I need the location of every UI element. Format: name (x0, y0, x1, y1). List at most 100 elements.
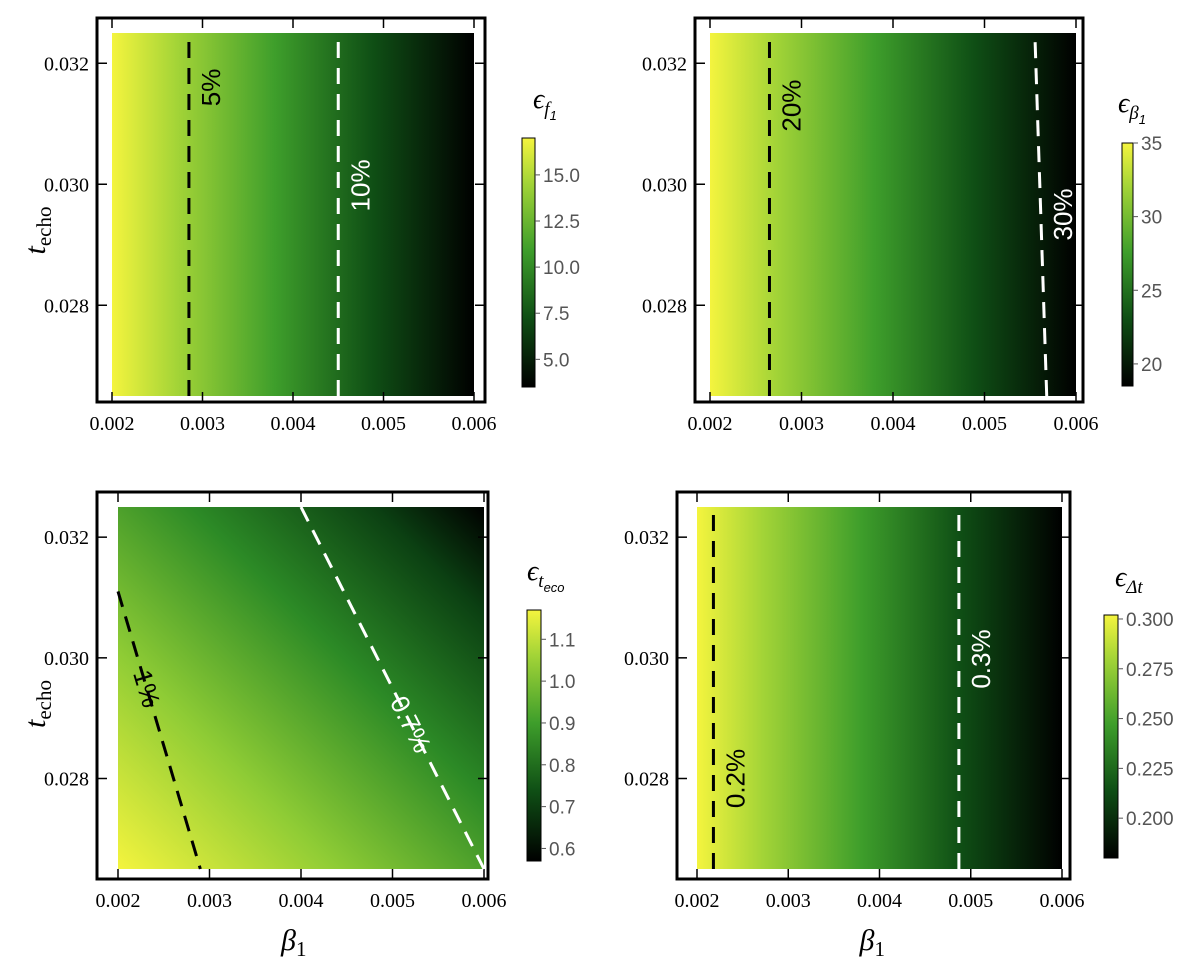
colorbar (1103, 614, 1119, 859)
contour-line (1033, 32, 1049, 397)
colorbar-title-symbol: ϵ (533, 84, 546, 115)
colorbar-tick-label: 0.8 (549, 756, 575, 777)
colorbar-title-sub: β (1128, 103, 1139, 124)
y-tick-label: 0.030 (44, 648, 89, 670)
plot-frame (95, 16, 487, 404)
colorbar-title-symbol: ϵ (1118, 88, 1131, 119)
contour-label: 20% (776, 80, 806, 132)
y-tick-label: 0.030 (44, 174, 89, 196)
x-tick-label: 0.002 (675, 890, 720, 912)
x-tick-label: 0.002 (90, 413, 135, 435)
colorbar-tick-label: 35 (1141, 134, 1162, 155)
colorbar-tick-label: 7.5 (543, 304, 569, 325)
colorbar-title: ϵteco (527, 556, 565, 595)
x-tick-label: 0.002 (688, 413, 733, 435)
y-tick-label: 0.030 (642, 174, 687, 196)
contour-label: 10% (345, 159, 375, 211)
panel-ef1: 0.002 0.003 0.004 0.005 0.006 0.028 0.030 0.032… (19, 16, 580, 435)
panel-eteco: 0.002 0.003 0.004 0.005 0.006 0.028 0.030 0.032… (19, 490, 575, 961)
contour-label: 0.2% (720, 749, 750, 808)
colorbar (1121, 142, 1134, 387)
y-tick-label: 0.032 (624, 527, 669, 549)
heatmap-ef1 (112, 33, 474, 396)
colorbar-title: ϵf1 (533, 84, 557, 123)
x-axis-label-symbol: β (859, 924, 875, 957)
colorbar-title: ϵΔt (1115, 562, 1143, 598)
contour-line (299, 506, 486, 870)
x-axis-label: β1 (280, 924, 306, 961)
heatmap-eteco (118, 507, 484, 869)
x-tick-label: 0.004 (871, 413, 916, 435)
x-tick-label: 0.003 (187, 890, 232, 912)
x-tick-label: 0.002 (96, 890, 141, 912)
colorbar (521, 137, 536, 388)
colorbar-title-symbol: ϵ (527, 556, 540, 587)
x-tick-label: 0.004 (857, 890, 902, 912)
plot-frame (95, 490, 490, 881)
x-tick-label: 0.005 (370, 890, 415, 912)
x-tick-label: 0.006 (1054, 413, 1099, 435)
x-tick-label: 0.004 (271, 413, 316, 435)
x-tick-label: 0.005 (962, 413, 1007, 435)
colorbar-title: ϵβ1 (1118, 88, 1146, 127)
colorbar-tick-label: 0.225 (1126, 759, 1174, 780)
colorbar-tick-label: 1.1 (549, 630, 575, 651)
x-tick-label: 0.006 (452, 413, 497, 435)
colorbar-title-sub: t (538, 571, 544, 592)
contour-label: 30% (1048, 188, 1078, 240)
colorbar-tick-label: 10.0 (543, 258, 580, 279)
colorbar-title-subsub: 1 (550, 108, 557, 123)
colorbar-title-sub: f (544, 99, 552, 120)
colorbar-tick-label: 0.200 (1126, 809, 1174, 830)
colorbar-title-sub: Δt (1125, 577, 1143, 598)
colorbar-tick-label: 15.0 (543, 166, 580, 187)
colorbar-title-subsub: eco (544, 580, 565, 595)
y-axis-label-symbol: t (19, 719, 52, 728)
x-tick-label: 0.005 (361, 413, 406, 435)
plot-frame (693, 16, 1085, 404)
colorbar-title-subsub: 1 (1139, 112, 1146, 127)
x-tick-label: 0.006 (1040, 890, 1085, 912)
x-axis-label-sub: 1 (296, 937, 307, 961)
x-tick-label: 0.003 (766, 890, 811, 912)
x-tick-label: 0.003 (779, 413, 824, 435)
colorbar-tick-label: 0.300 (1126, 610, 1174, 631)
x-tick-label: 0.005 (948, 890, 993, 912)
y-tick-label: 0.028 (642, 295, 687, 317)
x-axis-label-symbol: β (280, 924, 296, 957)
plot-frame (675, 490, 1072, 881)
colorbar (526, 609, 542, 862)
x-tick-label: 0.004 (279, 890, 324, 912)
heatmap-eb1 (710, 33, 1076, 396)
y-axis-label: techo (19, 680, 56, 728)
heatmap-edt (697, 507, 1062, 869)
colorbar-tick-label: 0.6 (549, 839, 575, 860)
contour-label: 5% (196, 69, 226, 107)
y-tick-label: 0.030 (624, 648, 669, 670)
contour-line (116, 591, 202, 870)
y-axis-label-sub: echo (32, 207, 56, 247)
panel-edt: 0.002 0.003 0.004 0.005 0.006 0.028 0.030 0.032… (624, 490, 1174, 961)
y-tick-label: 0.032 (642, 53, 687, 75)
colorbar-tick-label: 5.0 (543, 350, 569, 371)
y-tick-label: 0.028 (44, 769, 89, 791)
y-axis-label-symbol: t (19, 246, 52, 255)
colorbar-tick-label: 12.5 (543, 212, 580, 233)
y-tick-label: 0.032 (44, 527, 89, 549)
panel-eb1: 0.002 0.003 0.004 0.005 0.006 0.028 0.030 0.032… (642, 16, 1162, 435)
colorbar-tick-label: 20 (1141, 355, 1162, 376)
colorbar-tick-label: 25 (1141, 281, 1162, 302)
colorbar-tick-label: 1.0 (549, 672, 575, 693)
colorbar-tick-label: 30 (1141, 208, 1162, 229)
colorbar-title-symbol: ϵ (1115, 562, 1128, 593)
y-axis-label-sub: echo (32, 680, 56, 720)
y-tick-label: 0.028 (44, 295, 89, 317)
y-tick-label: 0.028 (624, 769, 669, 791)
y-tick-label: 0.032 (44, 53, 89, 75)
y-axis-label: techo (19, 207, 56, 255)
x-axis-label: β1 (859, 924, 885, 961)
x-tick-label: 0.003 (180, 413, 225, 435)
contour-label: 0.3% (966, 629, 996, 688)
colorbar-tick-label: 0.9 (549, 714, 575, 735)
